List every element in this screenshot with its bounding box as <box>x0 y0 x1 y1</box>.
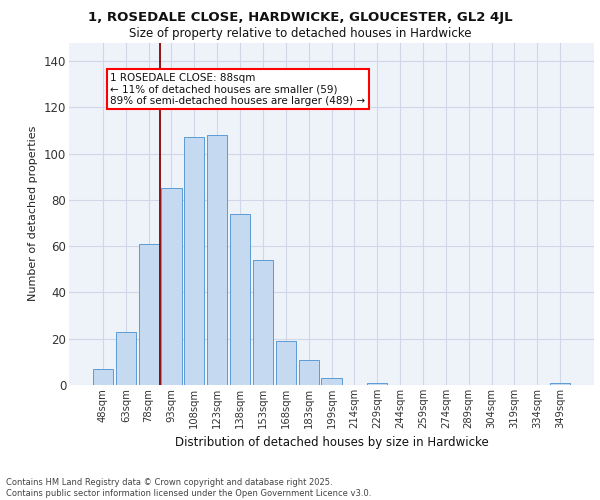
Bar <box>322 378 341 385</box>
Bar <box>276 341 296 385</box>
Bar <box>367 382 387 385</box>
Y-axis label: Number of detached properties: Number of detached properties <box>28 126 38 302</box>
Bar <box>161 188 182 385</box>
Bar <box>184 138 205 385</box>
Bar <box>139 244 158 385</box>
Text: Contains HM Land Registry data © Crown copyright and database right 2025.
Contai: Contains HM Land Registry data © Crown c… <box>6 478 371 498</box>
Bar <box>299 360 319 385</box>
Bar <box>116 332 136 385</box>
Bar <box>230 214 250 385</box>
X-axis label: Distribution of detached houses by size in Hardwicke: Distribution of detached houses by size … <box>175 436 488 450</box>
Text: Size of property relative to detached houses in Hardwicke: Size of property relative to detached ho… <box>129 28 471 40</box>
Text: 1 ROSEDALE CLOSE: 88sqm
← 11% of detached houses are smaller (59)
89% of semi-de: 1 ROSEDALE CLOSE: 88sqm ← 11% of detache… <box>110 72 365 106</box>
Bar <box>550 382 570 385</box>
Text: 1, ROSEDALE CLOSE, HARDWICKE, GLOUCESTER, GL2 4JL: 1, ROSEDALE CLOSE, HARDWICKE, GLOUCESTER… <box>88 12 512 24</box>
Bar <box>93 369 113 385</box>
Bar <box>207 135 227 385</box>
Bar <box>253 260 273 385</box>
